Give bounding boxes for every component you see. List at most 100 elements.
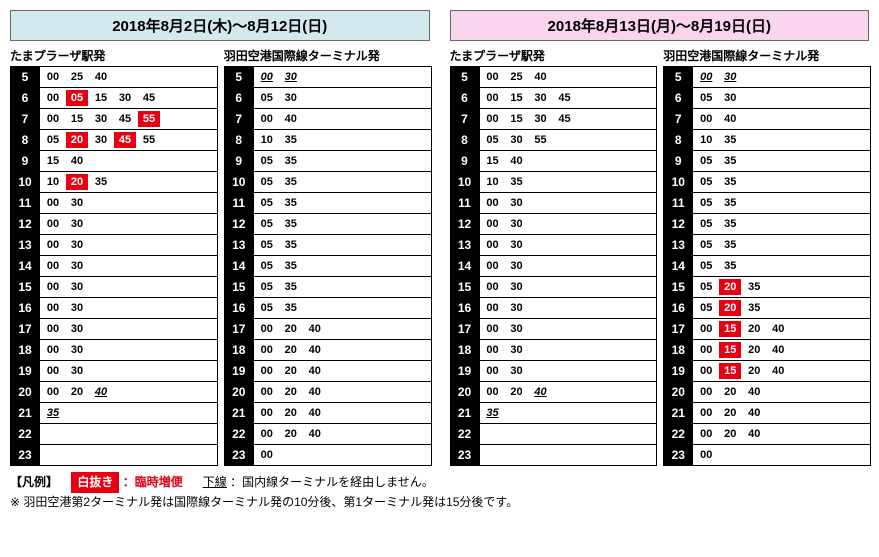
hour-cell: 22 [11, 424, 40, 444]
minute-value: 00 [256, 363, 278, 379]
hour-cell: 19 [664, 361, 693, 381]
table-row: 19002040 [225, 361, 431, 382]
hour-cell: 20 [664, 382, 693, 402]
minutes-cell: 0030 [480, 361, 657, 381]
table-row: 170030 [451, 319, 657, 340]
minute-value: 30 [506, 237, 528, 253]
timetable-column: たまプラーザ駅発50025406001530457001530458053055… [450, 47, 656, 466]
hour-cell: 9 [11, 151, 40, 171]
minutes-cell: 002040 [40, 382, 217, 402]
minutes-cell: 0535 [254, 256, 431, 276]
hour-cell: 16 [451, 298, 480, 318]
minute-value: 05 [695, 237, 717, 253]
table-row: 90535 [225, 151, 431, 172]
table-row: 2300 [664, 445, 870, 465]
minute-value: 05 [256, 216, 278, 232]
minute-value: 30 [66, 342, 88, 358]
minutes-cell: 002040 [480, 382, 657, 402]
minute-value: 40 [530, 384, 552, 400]
minute-value: 00 [42, 258, 64, 274]
minutes-cell [480, 424, 657, 444]
table-row: 140535 [664, 256, 870, 277]
minute-value: 00 [256, 321, 278, 337]
timetable-column: たまプラーザ駅発50025406000515304570015304555805… [10, 47, 216, 466]
hour-cell: 9 [451, 151, 480, 171]
minutes-cell: 0535 [254, 235, 431, 255]
hour-cell: 12 [451, 214, 480, 234]
minutes-cell: 002040 [693, 424, 870, 444]
legend-highlight-box: 白抜き [71, 472, 119, 493]
minute-value: 40 [304, 321, 326, 337]
hour-cell: 23 [664, 445, 693, 465]
minutes-cell: 0030 [40, 214, 217, 234]
minute-value: 00 [482, 258, 504, 274]
minutes-cell: 0030 [40, 277, 217, 297]
minute-value: 20 [719, 426, 741, 442]
hour-cell: 6 [225, 88, 254, 108]
table-row: 130030 [451, 235, 657, 256]
hour-cell: 20 [451, 382, 480, 402]
minute-value: 30 [66, 258, 88, 274]
columns-wrapper: たまプラーザ駅発50025406001530457001530458053055… [450, 47, 870, 466]
minutes-cell: 1540 [480, 151, 657, 171]
minutes-cell: 002040 [693, 403, 870, 423]
minute-value: 00 [42, 195, 64, 211]
minute-value: 55 [530, 132, 552, 148]
minute-value: 35 [280, 153, 302, 169]
minutes-cell: 002540 [480, 67, 657, 87]
minute-value: 20 [719, 279, 741, 295]
minute-value: 45 [114, 111, 136, 127]
table-row: 70040 [664, 109, 870, 130]
minute-value: 20 [66, 174, 88, 190]
minute-value: 20 [280, 321, 302, 337]
minutes-cell: 00152040 [693, 319, 870, 339]
minute-value: 30 [506, 216, 528, 232]
minutes-cell: 0030 [480, 298, 657, 318]
minutes-cell: 0535 [693, 172, 870, 192]
minute-value: 35 [719, 195, 741, 211]
minutes-cell: 052035 [693, 277, 870, 297]
table-row: 120535 [225, 214, 431, 235]
minute-value: 05 [66, 90, 88, 106]
minute-value: 05 [482, 132, 504, 148]
minute-value: 40 [280, 111, 302, 127]
minutes-cell: 102035 [40, 172, 217, 192]
hour-cell: 23 [11, 445, 40, 465]
minute-value: 40 [743, 405, 765, 421]
minute-value: 35 [482, 405, 504, 421]
minute-value: 40 [90, 384, 112, 400]
hour-cell: 13 [664, 235, 693, 255]
minute-value: 15 [90, 90, 112, 106]
minute-value: 20 [743, 321, 765, 337]
minutes-cell: 1035 [693, 130, 870, 150]
minutes-cell: 1035 [480, 172, 657, 192]
minute-value: 00 [42, 342, 64, 358]
minute-value: 05 [256, 258, 278, 274]
minute-value: 00 [42, 237, 64, 253]
minute-value: 30 [66, 300, 88, 316]
minute-value: 40 [304, 363, 326, 379]
minute-value: 35 [719, 237, 741, 253]
minute-value: 35 [506, 174, 528, 190]
minute-value: 00 [42, 216, 64, 232]
minute-value: 00 [482, 321, 504, 337]
minutes-cell: 0535 [693, 235, 870, 255]
minute-value: 35 [280, 300, 302, 316]
minute-value: 05 [695, 153, 717, 169]
table-row: 1900152040 [664, 361, 870, 382]
minutes-cell: 0040 [693, 109, 870, 129]
hour-cell: 18 [451, 340, 480, 360]
minute-value: 35 [280, 216, 302, 232]
minutes-cell: 00153045 [480, 88, 657, 108]
columns-wrapper: たまプラーザ駅発50025406000515304570015304555805… [10, 47, 430, 466]
hour-cell: 21 [225, 403, 254, 423]
minutes-cell: 053055 [480, 130, 657, 150]
table-row: 81035 [225, 130, 431, 151]
minute-value: 55 [138, 111, 160, 127]
minute-value: 40 [304, 426, 326, 442]
timetable-container: 2018年8月2日(木)～8月12日(日)たまプラーザ駅発50025406000… [10, 10, 869, 466]
minutes-cell: 0030 [693, 67, 870, 87]
column-title: たまプラーザ駅発 [450, 47, 656, 64]
legend: 【凡例】 白抜き ：臨時増便 下線 ：国内線ターミナルを経由しません。 ※ 羽田… [10, 472, 869, 512]
minute-value: 05 [695, 174, 717, 190]
